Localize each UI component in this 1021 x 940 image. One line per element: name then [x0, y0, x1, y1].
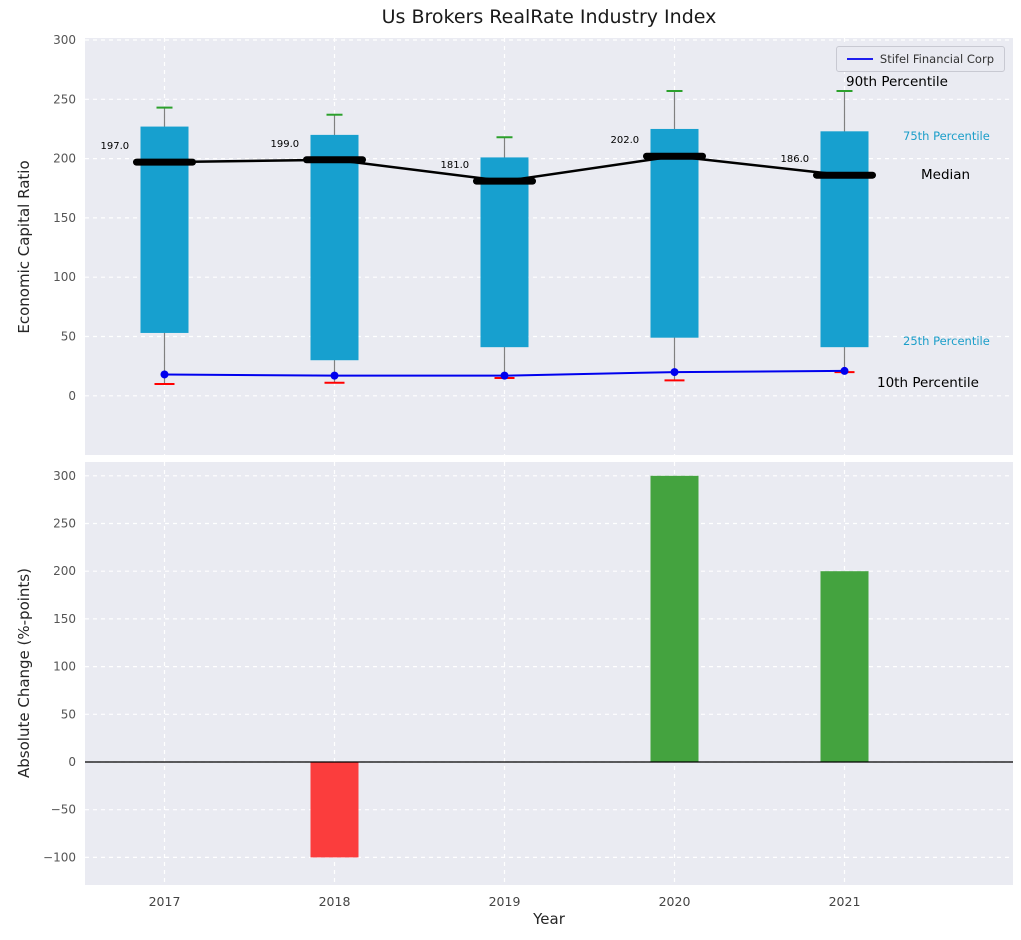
- y-tick-label: 100: [53, 270, 76, 284]
- y-tick-label: 250: [53, 92, 76, 106]
- stifel-marker: [670, 368, 679, 377]
- stifel-marker: [500, 371, 509, 380]
- legend: Stifel Financial Corp: [835, 46, 1005, 72]
- bottom-chart: −100 −50 0 50 100 150 200 250 300 2017 2018 2019 202…: [43, 462, 1013, 909]
- y-tick-label: −100: [43, 850, 76, 864]
- annotation-25th-percentile: 25th Percentile: [903, 334, 990, 348]
- median-value-label: 181.0: [441, 160, 470, 171]
- y-tick-label: 300: [53, 469, 76, 483]
- top-chart: 0 50 100 150 200 250 300 197.0 199.0 181.0 202.0 18…: [53, 33, 1013, 455]
- annotation-90th-percentile: 90th Percentile: [846, 74, 948, 90]
- change-bar: [820, 571, 869, 762]
- median-value-label: 186.0: [781, 154, 810, 165]
- y-tick-label: 200: [53, 152, 76, 166]
- stifel-marker: [840, 366, 849, 375]
- chart-title: Us Brokers RealRate Industry Index: [381, 6, 717, 28]
- x-tick-label: 2019: [489, 894, 521, 909]
- x-axis-label: Year: [533, 910, 565, 928]
- x-tick-label: 2020: [659, 894, 691, 909]
- percentile-box: [650, 128, 699, 338]
- percentile-box: [480, 157, 529, 348]
- annotation-75th-percentile: 75th Percentile: [903, 129, 990, 143]
- y-tick-label: 50: [61, 707, 76, 721]
- y-tick-label: −50: [51, 803, 76, 817]
- y-tick-label: 150: [53, 211, 76, 225]
- bottom-y-axis-label: Absolute Change (%-points): [15, 568, 33, 778]
- top-y-axis-label: Economic Capital Ratio: [15, 160, 33, 334]
- median-value-label: 197.0: [101, 141, 130, 152]
- y-tick-label: 150: [53, 612, 76, 626]
- legend-label: Stifel Financial Corp: [879, 52, 994, 66]
- percentile-box: [140, 126, 189, 333]
- annotation-median: Median: [921, 167, 971, 183]
- y-tick-label: 100: [53, 660, 76, 674]
- median-value-label: 202.0: [611, 135, 640, 146]
- y-tick-label: 50: [61, 330, 76, 344]
- annotation-10th-percentile: 10th Percentile: [877, 375, 979, 391]
- y-tick-label: 0: [68, 755, 76, 769]
- legend-line-sample: [846, 58, 873, 60]
- percentile-box: [310, 134, 359, 361]
- stifel-marker: [160, 370, 169, 379]
- change-bar: [650, 475, 699, 762]
- y-tick-label: 250: [53, 517, 76, 531]
- x-tick-label: 2021: [829, 894, 861, 909]
- y-tick-label: 200: [53, 564, 76, 578]
- change-bar: [310, 762, 359, 858]
- percentile-box: [820, 131, 869, 348]
- x-tick-label: 2018: [319, 894, 351, 909]
- stifel-marker: [330, 371, 339, 380]
- x-tick-label: 2017: [149, 894, 181, 909]
- y-tick-label: 300: [53, 33, 76, 47]
- y-tick-label: 0: [68, 389, 76, 403]
- median-value-label: 199.0: [271, 139, 300, 150]
